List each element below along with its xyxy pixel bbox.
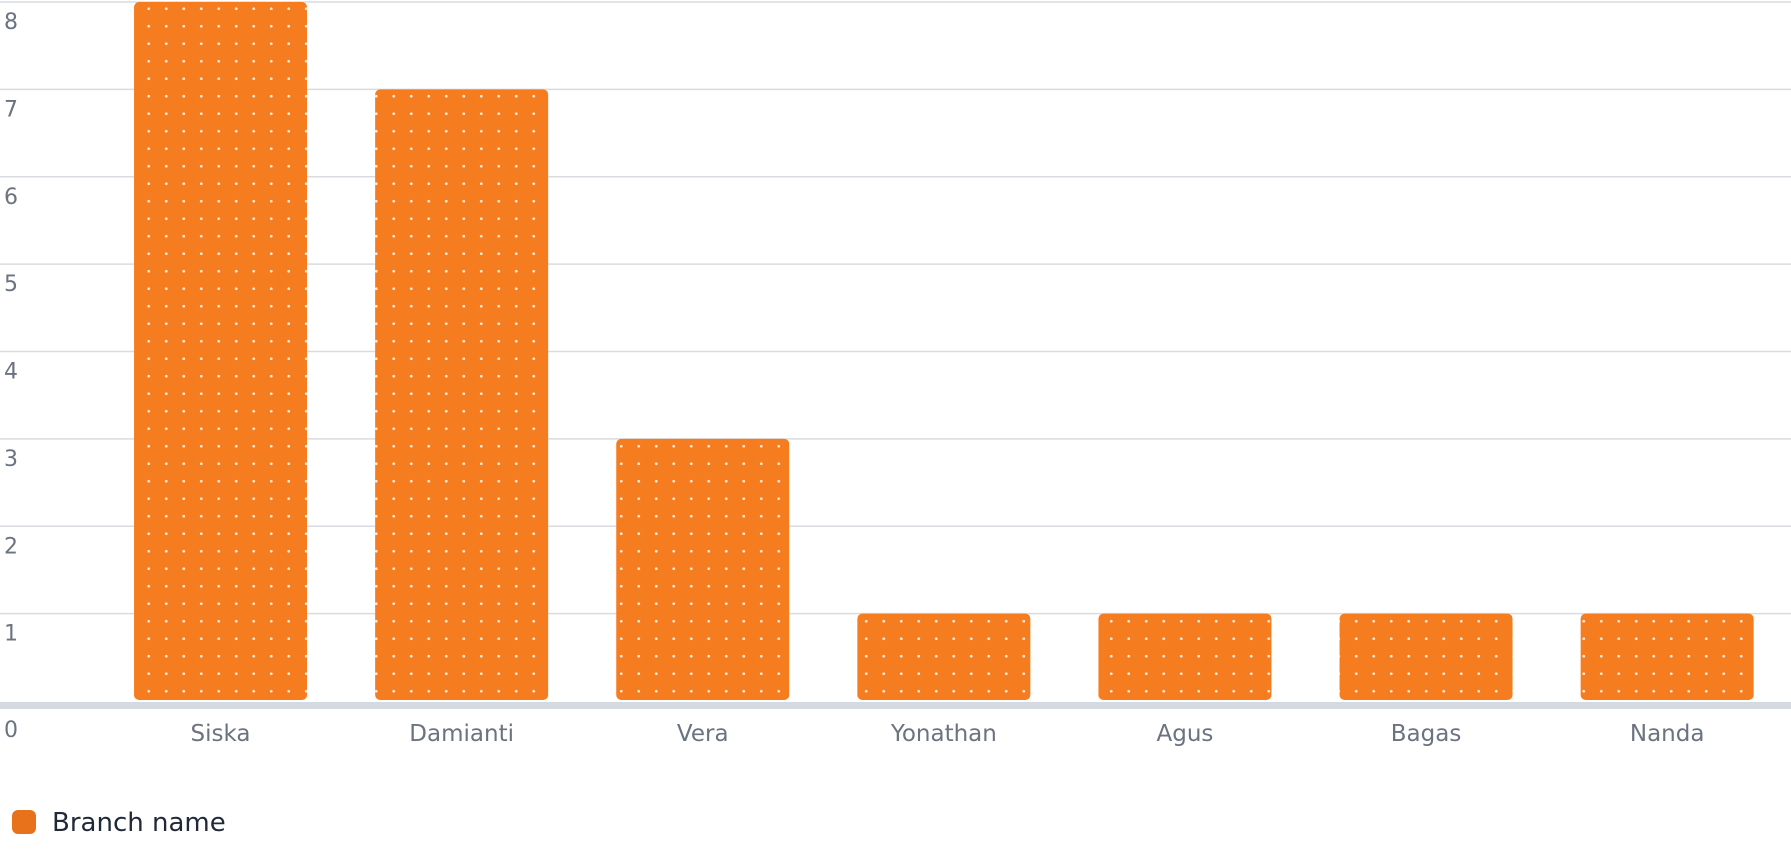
y-tick-label: 4 bbox=[4, 360, 18, 385]
bar-yonathan[interactable] bbox=[857, 613, 1031, 700]
legend-label[interactable]: Branch name bbox=[52, 808, 226, 838]
bar-nanda[interactable] bbox=[1580, 613, 1754, 700]
x-axis-baseline bbox=[0, 702, 1791, 709]
bars bbox=[134, 2, 1754, 700]
y-tick-label: 2 bbox=[4, 534, 18, 559]
y-tick-label: 8 bbox=[4, 10, 18, 35]
y-tick-label: 0 bbox=[4, 718, 18, 743]
bar-siska[interactable] bbox=[134, 2, 308, 700]
x-tick-label: Agus bbox=[1156, 721, 1213, 747]
bar-damianti[interactable] bbox=[375, 89, 549, 700]
bar-bagas[interactable] bbox=[1339, 613, 1513, 700]
x-tick-label: Yonathan bbox=[890, 721, 997, 747]
x-tick-label: Siska bbox=[191, 721, 251, 747]
axes: 0 1 2 3 4 5 6 7 8 Siska Damianti Vera Yonathan Agus Ba… bbox=[0, 10, 1791, 747]
bar-agus[interactable] bbox=[1098, 613, 1272, 700]
y-tick-label: 5 bbox=[4, 272, 18, 297]
y-tick-label: 6 bbox=[4, 185, 18, 210]
legend-swatch bbox=[12, 810, 36, 834]
y-tick-label: 3 bbox=[4, 447, 18, 472]
x-tick-label: Vera bbox=[677, 721, 729, 747]
legend: Branch name bbox=[12, 808, 226, 838]
x-tick-label: Nanda bbox=[1630, 721, 1705, 747]
y-tick-label: 1 bbox=[4, 622, 18, 647]
x-tick-label: Bagas bbox=[1391, 721, 1462, 747]
bar-vera[interactable] bbox=[616, 438, 790, 700]
y-tick-label: 7 bbox=[4, 97, 18, 122]
x-tick-label: Damianti bbox=[409, 721, 514, 747]
